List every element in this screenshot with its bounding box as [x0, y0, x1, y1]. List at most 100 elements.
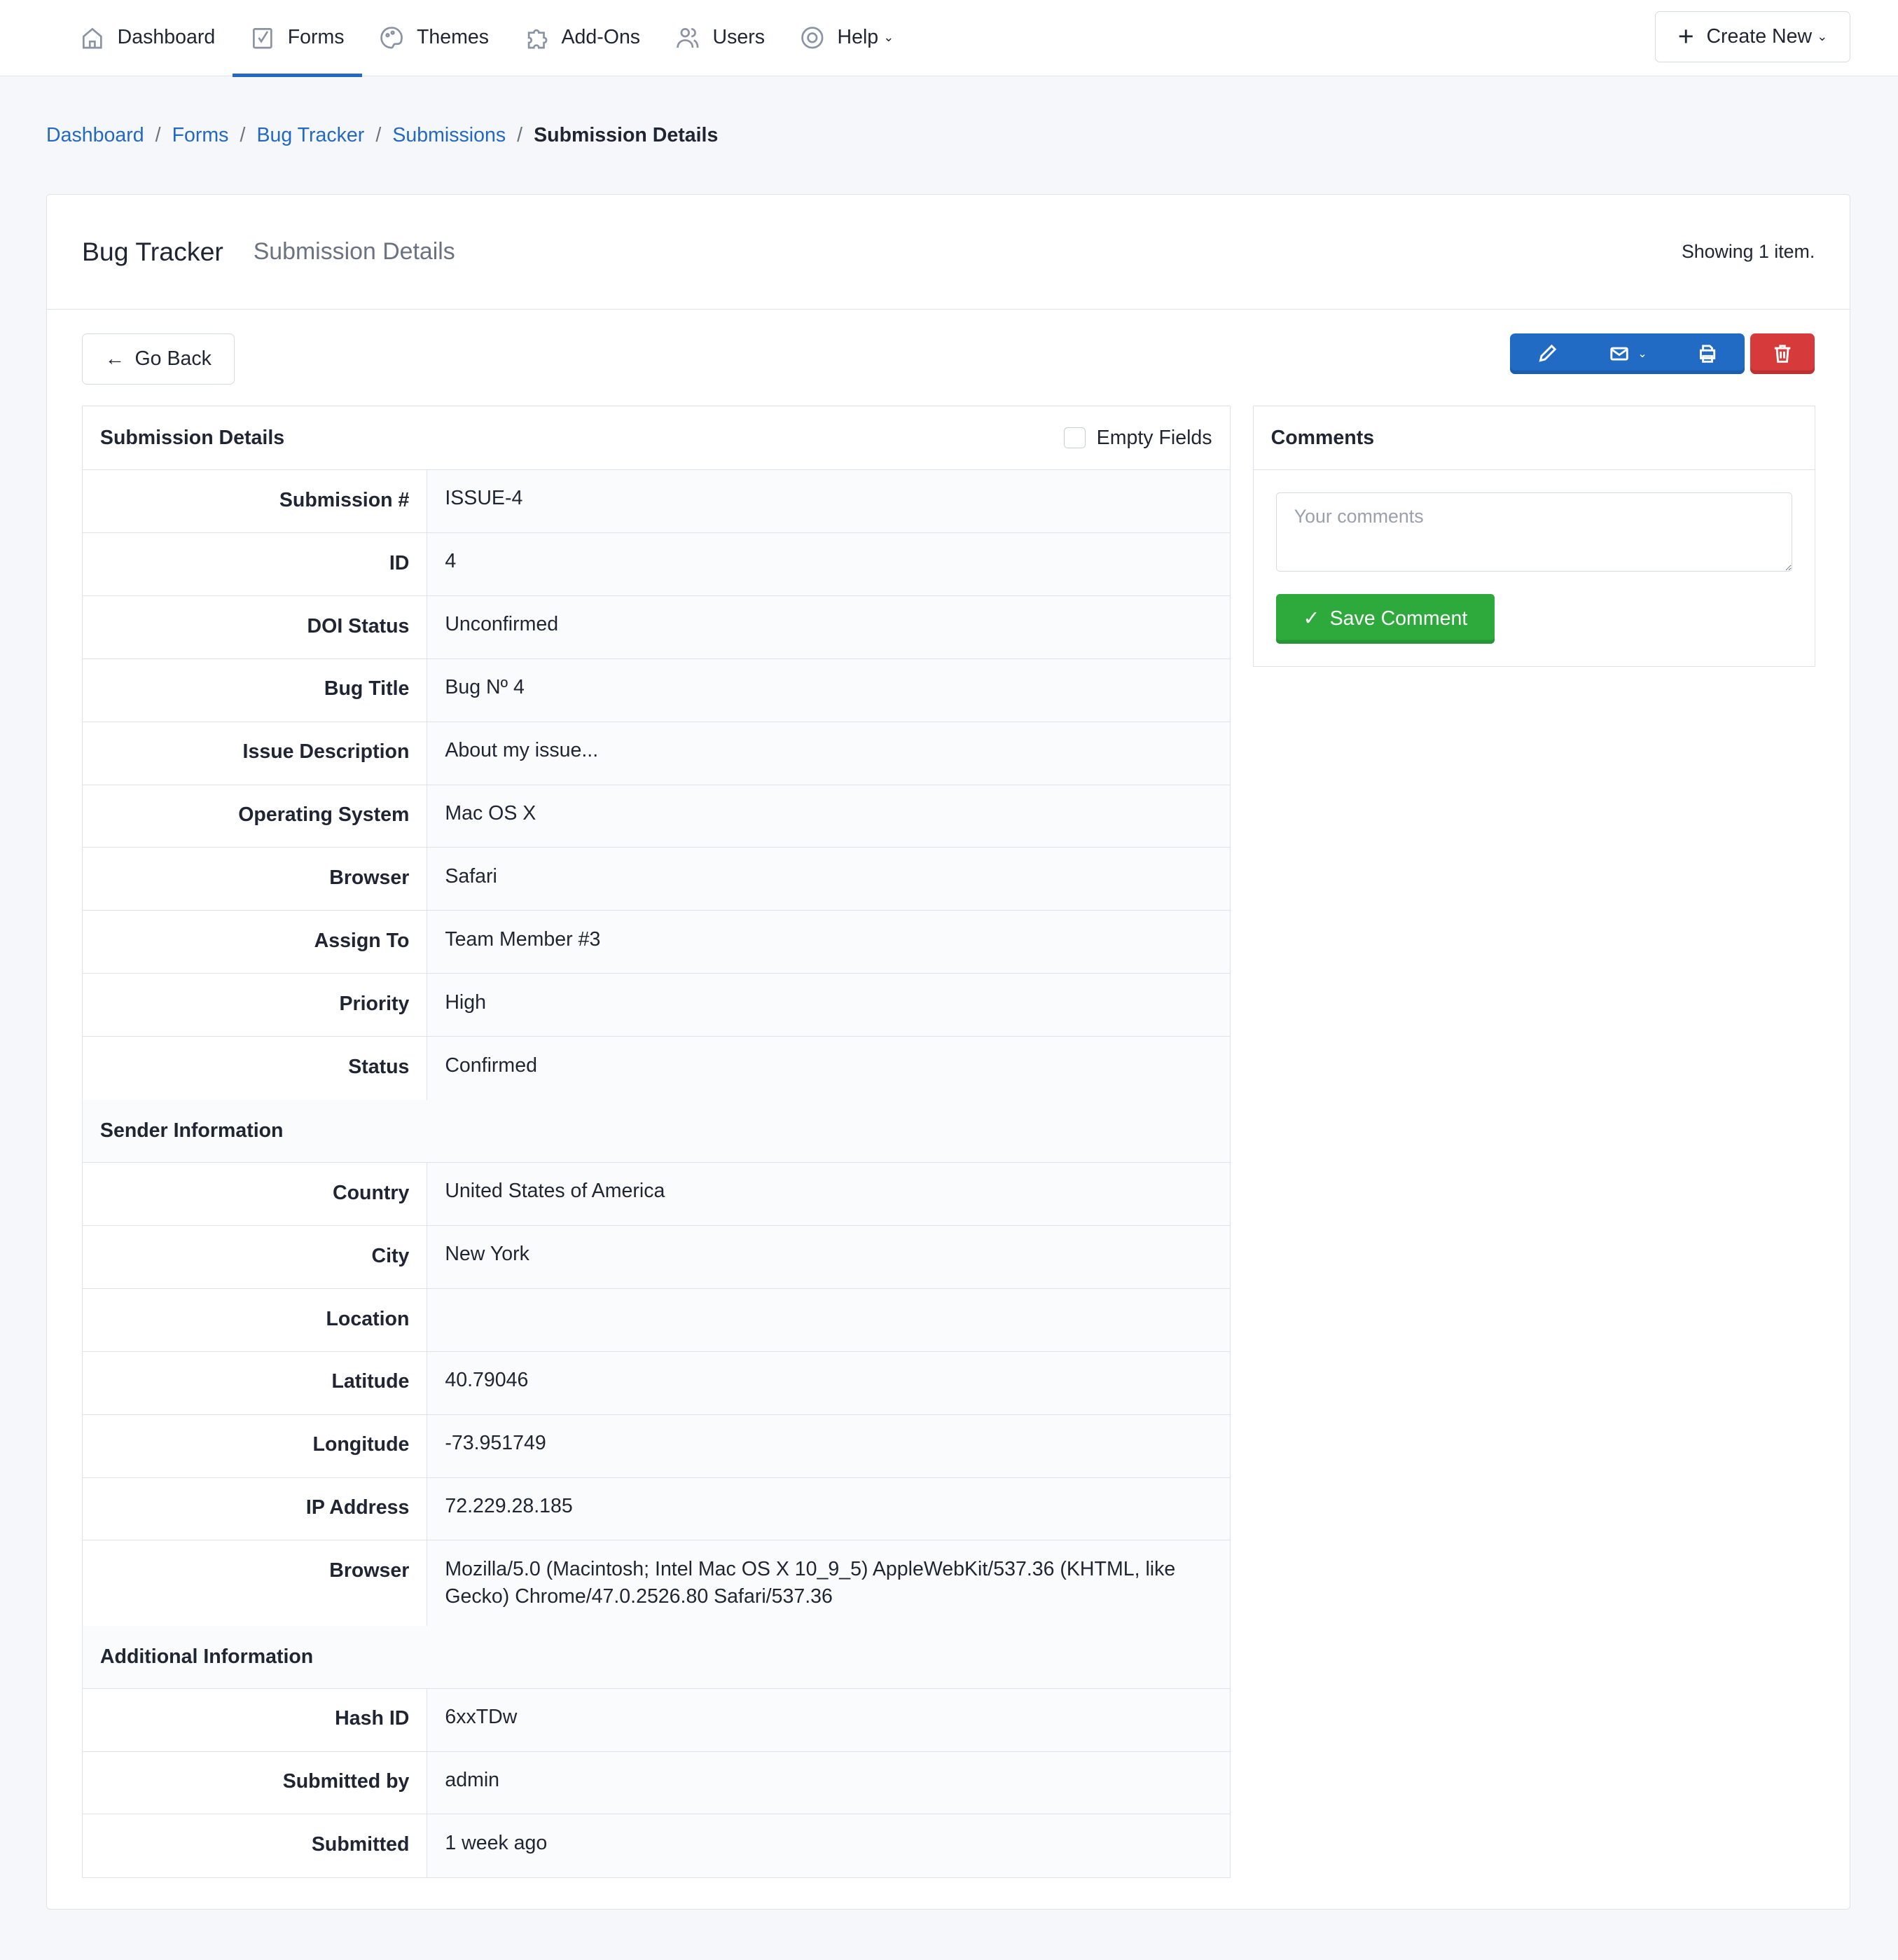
- table-row: Assign To Team Member #3: [82, 911, 1230, 974]
- field-value: Unconfirmed: [445, 613, 559, 636]
- comments-title: Comments: [1253, 406, 1815, 471]
- table-row: ID 4: [82, 532, 1230, 596]
- field-label: Submitted by: [82, 1751, 428, 1814]
- breadcrumb-dashboard[interactable]: Dashboard: [46, 123, 144, 146]
- checkbox-icon: [253, 28, 272, 49]
- breadcrumb-separator: /: [375, 123, 382, 146]
- table-row: Bug Title Bug Nº 4: [82, 658, 1230, 722]
- puzzle-icon: [527, 29, 548, 49]
- field-value: 6xxTDw: [445, 1706, 518, 1729]
- table-row: City New York: [82, 1225, 1230, 1289]
- breadcrumb-forms[interactable]: Forms: [172, 123, 229, 146]
- panel-title: Submission Details: [99, 426, 285, 449]
- breadcrumb-separator: /: [155, 123, 161, 146]
- field-value: admin: [445, 1768, 500, 1791]
- nav-themes[interactable]: Themes: [362, 0, 507, 76]
- nav-label: Help: [837, 26, 879, 49]
- create-new-button[interactable]: + Create New ⌄: [1654, 11, 1851, 63]
- nav-dashboard[interactable]: Dashboard: [62, 0, 233, 76]
- field-value: New York: [445, 1243, 529, 1266]
- breadcrumb-bug-tracker[interactable]: Bug Tracker: [256, 123, 365, 146]
- envelope-icon: [1609, 347, 1628, 361]
- table-row: Country United States of America: [82, 1162, 1230, 1226]
- field-label: Longitude: [82, 1414, 428, 1477]
- print-button[interactable]: [1670, 333, 1745, 375]
- arrow-left-icon: ←: [104, 347, 125, 370]
- field-label: City: [82, 1225, 428, 1288]
- section-additional-information: Additional Information: [82, 1625, 1230, 1689]
- home-icon: [83, 27, 102, 49]
- table-row: Submission # ISSUE-4: [82, 470, 1230, 533]
- palette-icon: [380, 27, 403, 49]
- field-label: Country: [82, 1162, 428, 1225]
- field-label: Operating System: [82, 785, 428, 848]
- field-label: Submitted: [82, 1814, 428, 1878]
- field-value: 1 week ago: [445, 1831, 548, 1854]
- page-subtitle: Submission Details: [253, 237, 455, 265]
- table-row: Location: [82, 1288, 1230, 1352]
- comment-input[interactable]: [1275, 492, 1792, 572]
- empty-fields-toggle[interactable]: Empty Fields: [1064, 427, 1212, 450]
- empty-fields-checkbox[interactable]: [1064, 427, 1086, 449]
- go-back-button[interactable]: ← Go Back: [81, 333, 235, 385]
- chevron-down-icon: ⌄: [1817, 29, 1828, 44]
- table-row: Browser Safari: [82, 848, 1230, 911]
- lifebuoy-icon: [801, 27, 824, 49]
- field-value: Team Member #3: [445, 927, 601, 951]
- top-nav: Dashboard Forms Themes Add-Ons Users Hel…: [0, 0, 1898, 78]
- edit-button[interactable]: [1510, 333, 1585, 375]
- item-count: Showing 1 item.: [1681, 240, 1815, 262]
- printer-icon: [1699, 345, 1715, 363]
- field-label: Latitude: [82, 1351, 428, 1414]
- table-row: IP Address 72.229.28.185: [82, 1477, 1230, 1541]
- table-row: Priority High: [82, 974, 1230, 1037]
- field-label: IP Address: [82, 1477, 428, 1540]
- nav-users[interactable]: Users: [658, 0, 782, 76]
- email-dropdown-button[interactable]: ⌄: [1585, 333, 1670, 375]
- field-value: Safari: [445, 864, 497, 888]
- plus-icon: +: [1677, 21, 1694, 53]
- go-back-label: Go Back: [134, 347, 212, 370]
- submission-details-panel: Submission Details Empty Fields Submissi…: [81, 406, 1231, 1879]
- nav-label: Themes: [416, 26, 490, 49]
- delete-button[interactable]: [1750, 333, 1815, 375]
- field-value: Mac OS X: [445, 801, 536, 824]
- field-value: 40.79046: [445, 1369, 529, 1392]
- table-row: DOI Status Unconfirmed: [82, 595, 1230, 659]
- field-value: High: [445, 991, 487, 1014]
- breadcrumb-separator: /: [240, 123, 246, 146]
- table-row: Submitted 1 week ago: [82, 1814, 1230, 1878]
- nav-addons[interactable]: Add-Ons: [506, 0, 658, 76]
- breadcrumb-submissions[interactable]: Submissions: [392, 123, 506, 146]
- trash-icon: [1774, 345, 1791, 363]
- breadcrumb-current: Submission Details: [534, 123, 719, 146]
- create-new-label: Create New: [1706, 25, 1813, 48]
- table-row: Submitted by admin: [82, 1751, 1230, 1815]
- field-label: Browser: [82, 1540, 428, 1626]
- table-row: Browser Mozilla/5.0 (Macintosh; Intel Mac…: [82, 1540, 1230, 1626]
- field-value: Bug Nº 4: [445, 676, 525, 699]
- field-value: Confirmed: [445, 1054, 537, 1077]
- field-label: Status: [82, 1037, 428, 1100]
- field-value: United States of America: [445, 1180, 665, 1203]
- save-comment-button[interactable]: ✓ Save Comment: [1275, 593, 1495, 644]
- field-value: ISSUE-4: [445, 487, 523, 510]
- field-label: DOI Status: [82, 595, 428, 658]
- field-value: -73.951749: [445, 1432, 546, 1455]
- field-label: ID: [82, 532, 428, 595]
- table-row: Longitude -73.951749: [82, 1414, 1230, 1478]
- table-row: Operating System Mac OS X: [82, 785, 1230, 848]
- breadcrumb: Dashboard / Forms / Bug Tracker / Submissio…: [46, 124, 718, 147]
- field-label: Location: [82, 1288, 428, 1351]
- field-label: Issue Description: [82, 722, 428, 785]
- check-icon: ✓: [1303, 607, 1320, 630]
- table-row: Hash ID 6xxTDw: [82, 1688, 1230, 1752]
- save-comment-label: Save Comment: [1329, 607, 1468, 630]
- nav-label: Add-Ons: [561, 26, 641, 49]
- nav-help[interactable]: Help ⌄: [782, 0, 911, 76]
- field-value: 4: [445, 550, 457, 573]
- field-label: Hash ID: [82, 1688, 428, 1751]
- breadcrumb-separator: /: [517, 123, 523, 146]
- section-sender-information: Sender Information: [82, 1100, 1230, 1163]
- nav-forms[interactable]: Forms: [233, 0, 363, 78]
